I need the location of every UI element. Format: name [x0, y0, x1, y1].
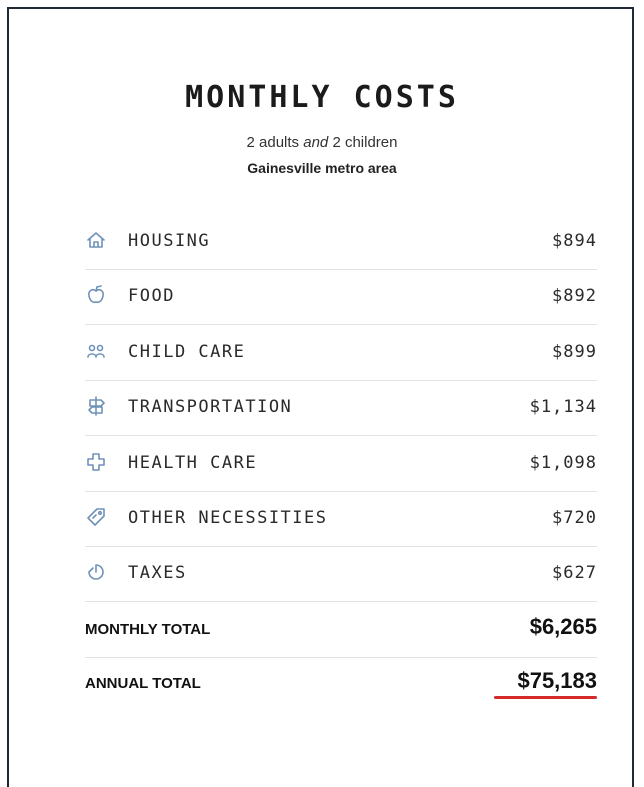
total-value: $6,265	[529, 614, 597, 639]
row-icon	[85, 284, 107, 311]
row-label: OTHER NECESSITIES	[128, 508, 328, 528]
row-label: TAXES	[128, 563, 187, 584]
row-label: HEALTH CARE	[128, 452, 258, 473]
cost-row: CHILD CARE $899	[85, 325, 597, 381]
icon	[87, 508, 105, 526]
page: MONTHLY COSTS 2 adults and 2 children Ga…	[0, 7, 644, 787]
icon	[88, 564, 104, 581]
icon	[87, 452, 105, 471]
total-label: MONTHLY TOTAL	[85, 621, 211, 638]
row-icon	[85, 506, 107, 533]
underline	[494, 696, 597, 699]
row-icon	[85, 340, 107, 367]
adults: 2 adults	[246, 134, 300, 151]
cost-row: FOOD $892	[85, 269, 597, 326]
icon	[87, 232, 105, 248]
row-value: $894	[552, 231, 597, 251]
row-label: CHILD CARE	[128, 341, 246, 362]
cost-row: TAXES $627	[85, 546, 597, 603]
row-icon	[85, 561, 107, 588]
total-row: ANNUAL TOTAL $75,183	[85, 656, 597, 711]
row-value: $1,134	[529, 397, 597, 418]
row-label: FOOD	[128, 286, 175, 307]
frame	[7, 7, 634, 787]
icon	[88, 396, 105, 416]
row-label: HOUSING	[128, 231, 211, 251]
row-value: $1,098	[529, 452, 597, 473]
row-value: $899	[552, 341, 597, 362]
row-icon	[85, 395, 107, 422]
icon	[88, 285, 104, 304]
row-value: $892	[552, 286, 597, 307]
cost-row: TRANSPORTATION $1,134	[85, 380, 597, 437]
and: and	[303, 134, 329, 151]
total-row: MONTHLY TOTAL $6,265	[85, 602, 597, 658]
total-value: $75,183	[517, 668, 597, 693]
row-label: TRANSPORTATION	[128, 397, 293, 418]
cost-row: HEALTH CARE $1,098	[85, 436, 597, 492]
row-icon	[85, 451, 107, 478]
total-label: ANNUAL TOTAL	[85, 675, 201, 692]
title: MONTHLY COSTS	[185, 80, 459, 115]
children: 2 children	[332, 134, 398, 151]
subtitle: 2 adults and 2 children	[0, 134, 644, 151]
area: Gainesville metro area	[247, 160, 397, 176]
row-value: $720	[552, 508, 597, 528]
cost-row: HOUSING $894	[85, 214, 597, 270]
icon	[87, 344, 105, 358]
row-icon	[85, 229, 107, 256]
row-value: $627	[552, 563, 597, 584]
cost-row: OTHER NECESSITIES $720	[85, 491, 597, 547]
